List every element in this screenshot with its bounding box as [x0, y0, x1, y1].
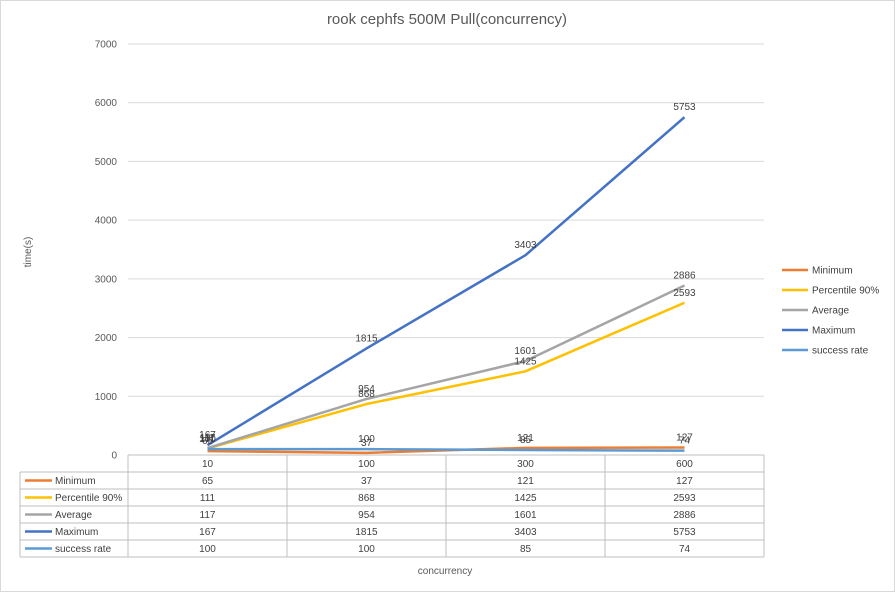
series-line: [206, 116, 686, 447]
table-cell: 100: [358, 544, 375, 555]
data-label: 2593: [673, 288, 696, 299]
table-cell: 74: [679, 544, 691, 555]
data-label: 85: [520, 435, 532, 446]
data-label: 1425: [514, 356, 537, 367]
table-series-name: Average: [55, 510, 93, 521]
table-series-name: Maximum: [55, 527, 98, 538]
y-axis-label: time(s): [23, 237, 34, 268]
data-label: 100: [199, 434, 216, 445]
table-cell: 1601: [514, 510, 537, 521]
table-cell: 111: [200, 493, 216, 504]
series-line: [207, 447, 685, 452]
data-label: 1815: [355, 333, 378, 344]
table-cell: 1815: [355, 527, 378, 538]
data-label: 868: [358, 389, 375, 400]
series-line: [207, 284, 686, 450]
y-tick-label: 7000: [95, 40, 118, 51]
data-label: 65: [202, 436, 214, 447]
data-label: 2886: [673, 271, 696, 282]
table-cell: 85: [520, 544, 532, 555]
legend-label: Percentile 90%: [812, 286, 879, 297]
y-tick-labels: 0 1000 2000 3000 4000 5000 6000 7000: [95, 40, 118, 462]
table-cell: 954: [358, 510, 375, 521]
data-label: 5753: [673, 102, 696, 113]
y-tick-label: 2000: [95, 333, 118, 344]
table-series-name: Percentile 90%: [55, 493, 122, 504]
legend-label: Minimum: [812, 266, 853, 277]
y-tick-label: 0: [111, 451, 117, 462]
data-label: 167: [199, 430, 216, 441]
data-label: 100: [358, 434, 375, 445]
table-cell: 167: [199, 527, 216, 538]
y-tick-label: 1000: [95, 392, 118, 403]
table-cell: 117: [200, 510, 216, 521]
data-label: 117: [200, 433, 216, 444]
legend-label: Maximum: [812, 326, 855, 337]
series-lines: [206, 116, 686, 455]
data-table: 10 100 300 600 Minimum 65 37 121 127 Percentile 9…: [19, 454, 765, 558]
data-labels: 65 37 121 127 111 868 1425 2593 117 954 1601 2886 16…: [199, 102, 696, 449]
table-category-label: 10: [202, 459, 214, 470]
table-category-label: 100: [358, 459, 375, 470]
data-label: 127: [676, 433, 693, 444]
x-axis-label: concurrency: [418, 566, 472, 577]
table-cell: 100: [199, 544, 216, 555]
table-cell: 37: [361, 476, 373, 487]
y-tick-label: 3000: [95, 274, 118, 285]
table-category-label: 300: [517, 459, 534, 470]
legend-label: Average: [812, 306, 850, 317]
table-cell: 65: [202, 476, 214, 487]
table-cell: 127: [676, 476, 693, 487]
series-line: [207, 301, 685, 450]
table-cell: 868: [358, 493, 375, 504]
y-tick-label: 6000: [95, 98, 118, 109]
data-label: 121: [517, 433, 534, 444]
legend: Minimum Percentile 90% Average Maximum succe…: [782, 266, 879, 357]
data-label: 1601: [514, 346, 537, 357]
table-cell: 2593: [673, 493, 696, 504]
chart-title: rook cephfs 500M Pull(concurrency): [327, 11, 567, 28]
table-cell: 121: [517, 476, 534, 487]
table-series-name: success rate: [55, 544, 112, 555]
table-cell: 3403: [514, 527, 537, 538]
table-series-name: Minimum: [55, 476, 96, 487]
table-cell: 1425: [514, 493, 537, 504]
table-cell: 2886: [673, 510, 696, 521]
table-cell: 5753: [673, 527, 696, 538]
data-label: 954: [358, 384, 375, 395]
legend-label: success rate: [812, 346, 869, 357]
data-label: 3403: [514, 240, 537, 251]
data-label: 37: [361, 438, 373, 449]
data-label: 74: [679, 436, 691, 447]
table-category-label: 600: [676, 459, 693, 470]
gridlines: [128, 43, 764, 397]
y-tick-label: 5000: [95, 157, 118, 168]
y-tick-label: 4000: [95, 216, 118, 227]
data-label: 111: [200, 433, 216, 444]
